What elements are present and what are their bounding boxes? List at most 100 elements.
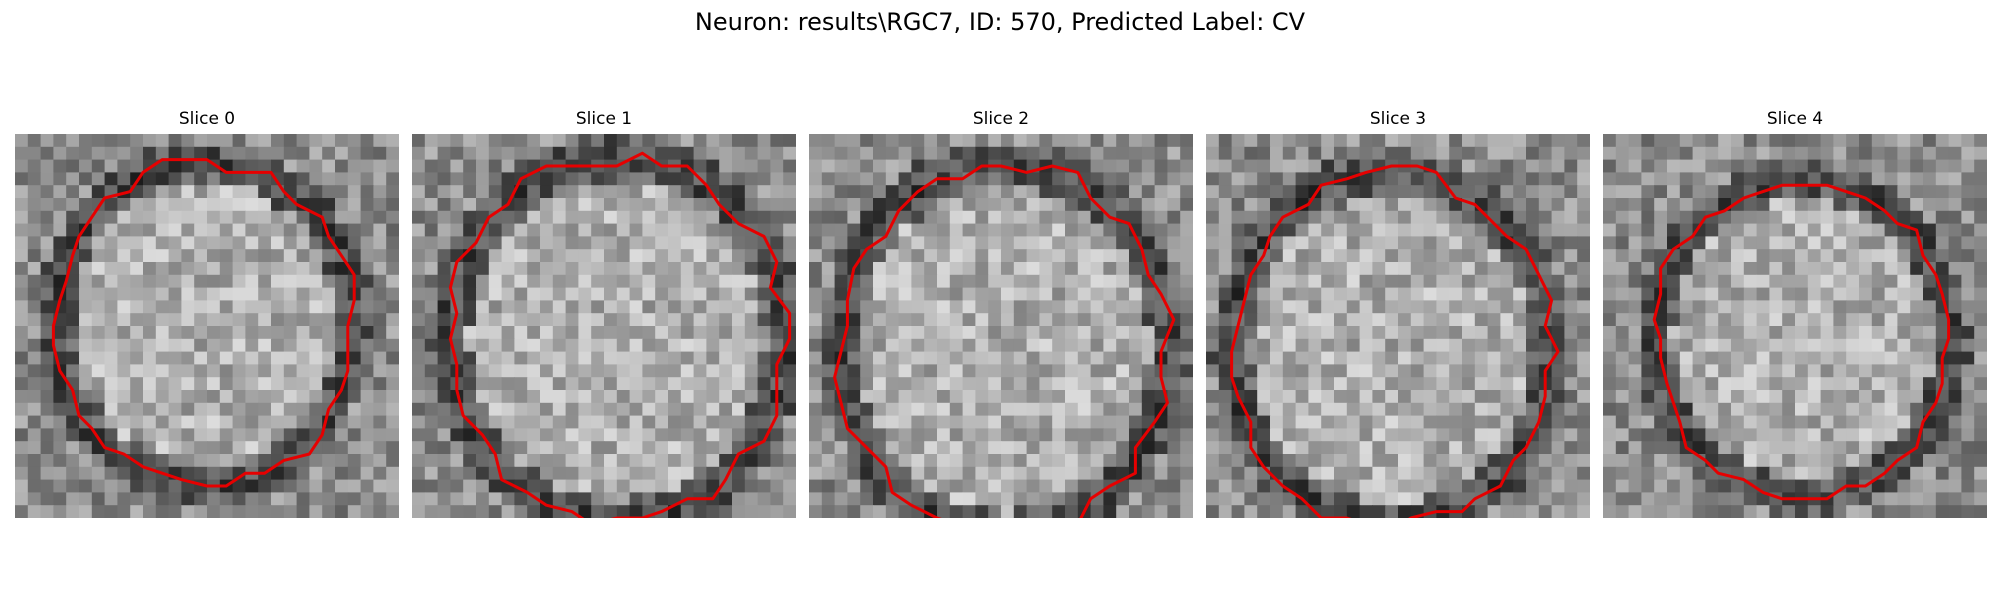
pixel (424, 402, 439, 417)
pixel (245, 236, 259, 250)
pixel (1141, 172, 1156, 186)
pixel (1526, 300, 1540, 314)
pixel (885, 249, 900, 263)
pixel (501, 377, 515, 391)
pixel (834, 287, 848, 301)
pixel (1385, 351, 1399, 365)
pixel (424, 428, 439, 442)
pixel (1282, 454, 1297, 468)
pixel (1474, 454, 1489, 468)
pixel (591, 326, 605, 340)
pixel (1603, 313, 1617, 327)
pixel (296, 441, 310, 455)
pixel (1436, 377, 1450, 391)
pixel (1449, 198, 1463, 212)
pixel (1859, 338, 1873, 353)
pixel (1782, 338, 1796, 353)
pixel (412, 351, 426, 365)
pixel (1692, 351, 1706, 365)
pixel (591, 351, 605, 365)
pixel (578, 441, 592, 455)
pixel (322, 428, 336, 442)
slice-title: Slice 1 (575, 109, 633, 129)
pixel (1795, 146, 1809, 161)
pixel (1206, 198, 1220, 212)
pixel (1526, 466, 1540, 481)
pixel (1321, 236, 1335, 250)
pixel (744, 466, 759, 481)
pixel (604, 454, 618, 468)
pixel (527, 134, 541, 148)
pixel (1743, 198, 1758, 212)
pixel (386, 390, 399, 404)
pixel (1795, 223, 1809, 237)
pixel (1385, 479, 1399, 493)
pixel (219, 236, 234, 250)
pixel (91, 466, 106, 481)
pixel (1564, 441, 1578, 455)
pixel (949, 249, 964, 263)
pixel (885, 428, 900, 442)
pixel (1321, 159, 1335, 173)
pixel (1628, 146, 1642, 161)
pixel (937, 223, 951, 237)
pixel (642, 441, 656, 455)
pixel (104, 274, 118, 289)
pixel (898, 159, 912, 173)
pixel (1065, 262, 1079, 276)
pixel (1013, 274, 1028, 289)
pixel (1871, 300, 1886, 314)
pixel (232, 134, 246, 148)
pixel (975, 479, 989, 493)
pixel (1372, 492, 1386, 506)
pixel (1052, 415, 1066, 429)
pixel (53, 223, 67, 237)
pixel (693, 351, 707, 365)
pixel (232, 505, 246, 518)
pixel (1167, 351, 1181, 365)
pixel (1551, 377, 1565, 391)
pixel (360, 428, 374, 442)
pixel (591, 300, 605, 314)
pixel (1052, 313, 1066, 327)
pixel (1449, 351, 1463, 365)
pixel (680, 479, 695, 493)
pixel (937, 300, 951, 314)
pixel (540, 134, 554, 148)
pixel (1436, 466, 1450, 481)
pixel (1615, 479, 1630, 493)
pixel (1321, 198, 1335, 212)
pixel (847, 313, 861, 327)
pixel (1052, 364, 1066, 378)
pixel (1692, 287, 1706, 301)
pixel (1910, 134, 1924, 148)
pixel (1782, 505, 1796, 518)
pixel (1923, 300, 1937, 314)
pixel (463, 249, 477, 263)
pixel (1129, 274, 1143, 289)
pixel (616, 236, 631, 250)
pixel (1551, 134, 1565, 148)
pixel (1782, 223, 1796, 237)
pixel (1769, 198, 1783, 212)
pixel (66, 223, 80, 237)
pixel (437, 262, 451, 276)
pixel (1013, 351, 1028, 365)
pixel (1705, 236, 1719, 250)
pixel (1935, 223, 1950, 237)
pixel (540, 223, 554, 237)
pixel (1615, 134, 1630, 148)
pixel (629, 198, 643, 212)
pixel (616, 454, 631, 468)
pixel (655, 441, 669, 455)
pixel (514, 351, 528, 365)
pixel (1846, 134, 1860, 148)
pixel (552, 390, 567, 404)
pixel (1270, 505, 1284, 518)
pixel (1487, 249, 1501, 263)
pixel (1718, 249, 1732, 263)
pixel (386, 326, 399, 340)
pixel (1538, 134, 1553, 148)
pixel (271, 159, 285, 173)
pixel (1449, 338, 1463, 353)
